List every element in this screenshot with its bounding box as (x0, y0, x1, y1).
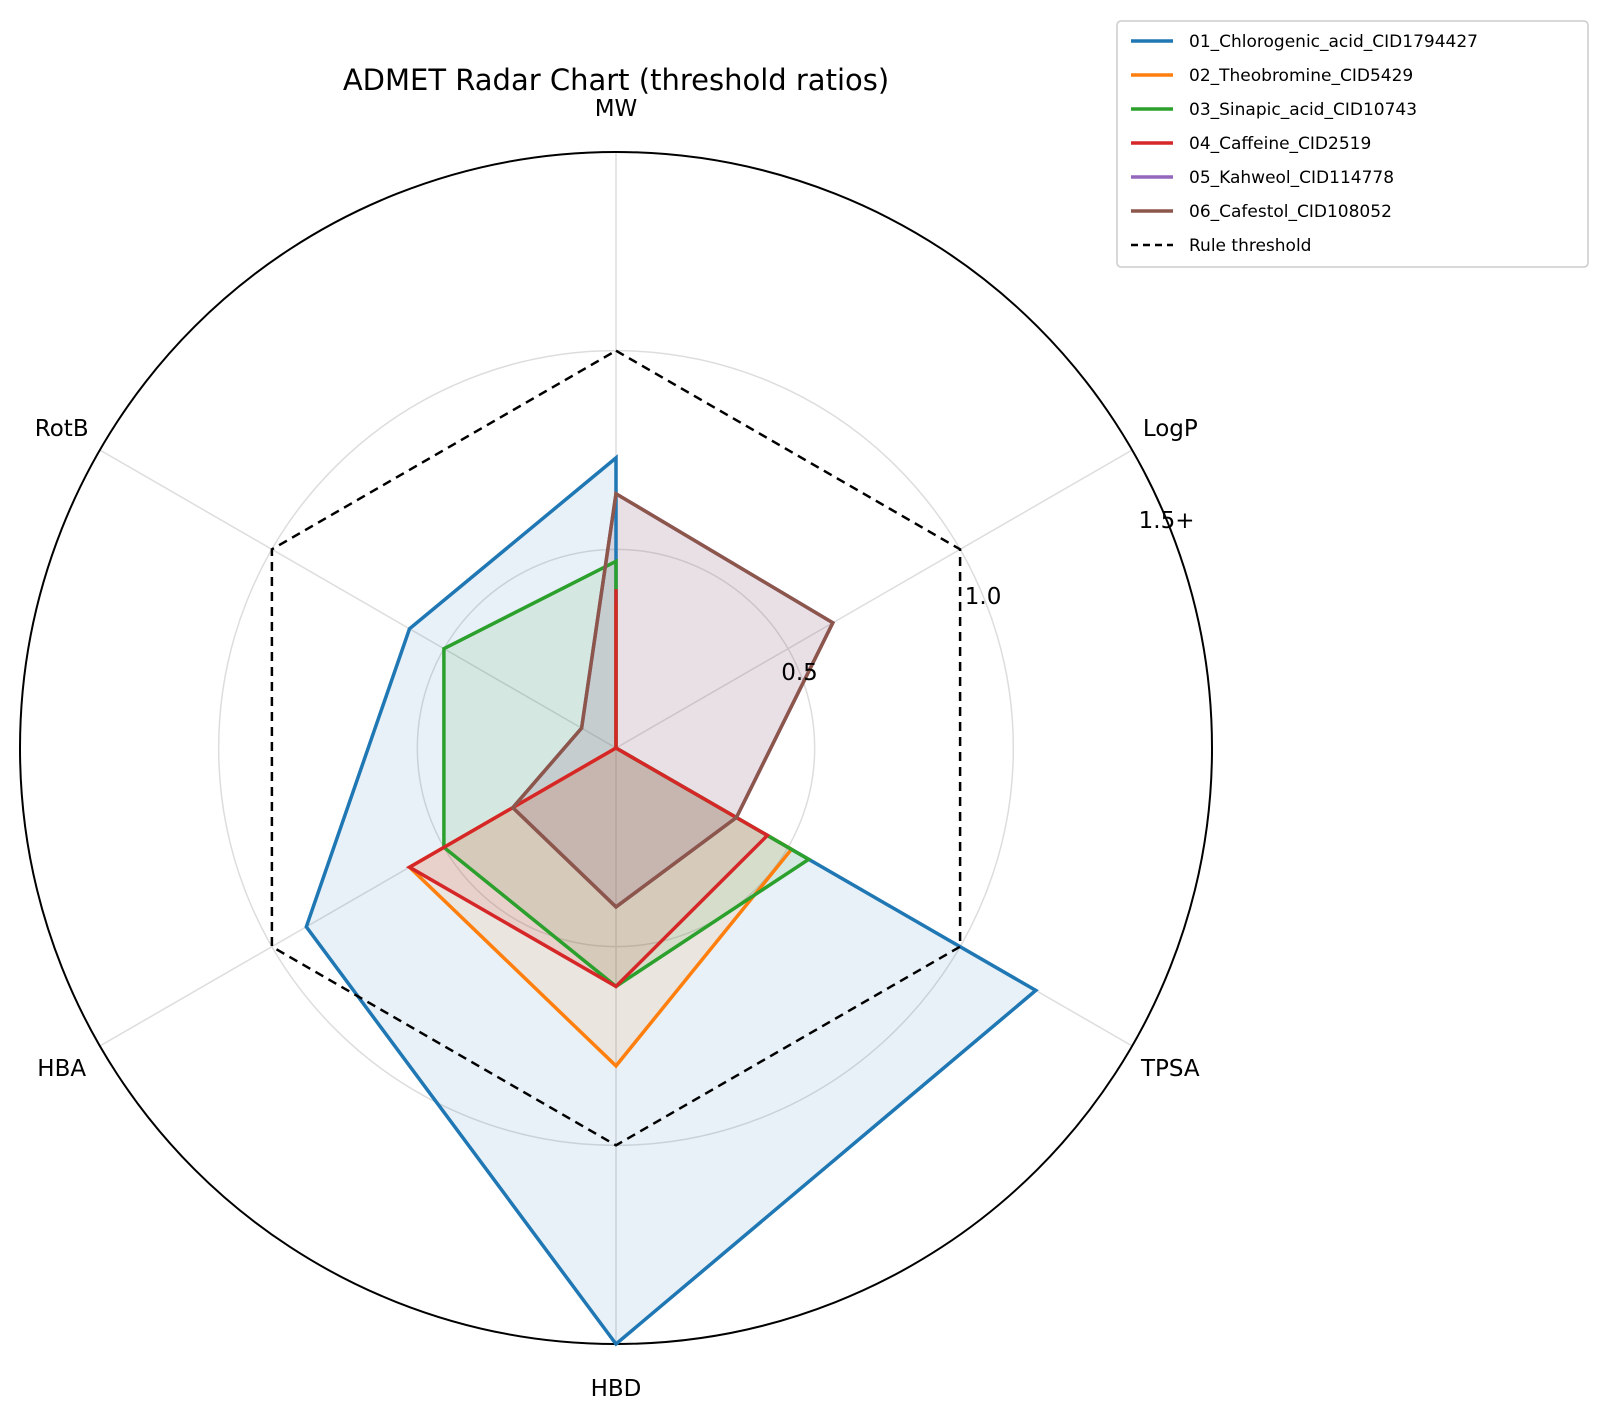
legend-label-3: 03_Sinapic_acid_CID10743 (1189, 100, 1417, 120)
axis-label-tpsa: TPSA (1140, 1056, 1200, 1082)
spoke-logp (615, 449, 1133, 749)
axis-label-hbd: HBD (591, 1376, 642, 1402)
axis-label-logp: LogP (1143, 416, 1198, 442)
legend-label-5: 05_Kahweol_CID114778 (1189, 168, 1394, 188)
series-fill-6 (512, 493, 833, 907)
chart-title: ADMET Radar Chart (threshold ratios) (343, 63, 889, 97)
series-fill-5 (512, 493, 833, 907)
ring-label-2: 1.0 (965, 584, 1002, 610)
legend-label-2: 02_Theobromine_CID5429 (1189, 66, 1413, 86)
legend-box (1116, 20, 1589, 268)
series-fill-3 (443, 561, 809, 987)
series-line-6 (510, 490, 836, 910)
legend-label-4: 04_Caffeine_CID2519 (1189, 134, 1371, 154)
series-fill-1 (306, 457, 1036, 1344)
legend-label-7: Rule threshold (1189, 236, 1311, 256)
ring-label-3: 1.5+ (1139, 508, 1195, 534)
spoke-rotb (99, 449, 617, 749)
axis-label-mw: MW (595, 96, 638, 122)
legend-label-6: 06_Cafestol_CID108052 (1189, 202, 1392, 222)
axis-label-rotb: RotB (35, 416, 89, 442)
series-fill-2 (409, 605, 792, 1066)
series-layer (270, 349, 1039, 1347)
series-fill-4 (409, 589, 768, 987)
labels-layer: MW LogP TPSA HBD HBA RotB 0.5 1.0 1.5+ (35, 96, 1200, 1402)
legend-label-1: 01_Chlorogenic_acid_CID1794427 (1189, 32, 1478, 52)
rule-threshold-line (270, 349, 962, 1147)
legend: 01_Chlorogenic_acid_CID1794427 02_Theobro… (1116, 20, 1589, 268)
ring-label-1: 0.5 (781, 660, 818, 686)
series-line-4 (405, 589, 771, 989)
axis-label-hba: HBA (37, 1056, 86, 1082)
